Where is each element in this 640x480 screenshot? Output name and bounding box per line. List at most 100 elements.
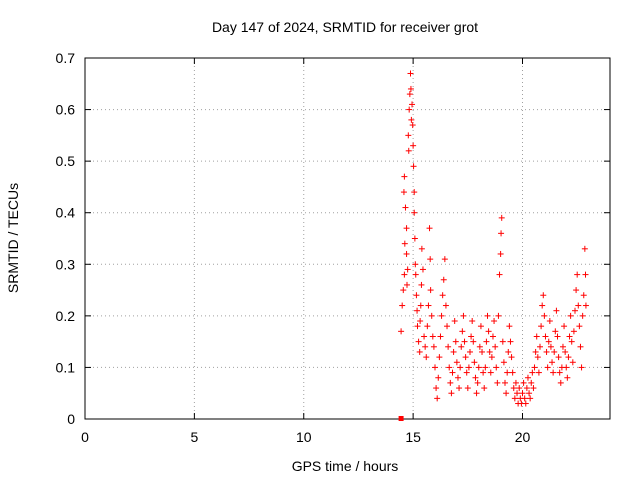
data-point xyxy=(554,333,561,340)
data-point xyxy=(406,106,413,113)
data-point xyxy=(498,230,505,237)
data-point xyxy=(436,354,443,361)
data-point xyxy=(580,292,587,299)
data-point xyxy=(511,395,518,402)
data-point xyxy=(442,302,449,309)
data-point xyxy=(489,333,496,340)
data-point xyxy=(544,364,551,371)
data-point xyxy=(537,343,543,350)
data-point xyxy=(417,302,424,309)
data-point xyxy=(531,364,538,371)
data-point xyxy=(422,343,429,350)
data-point xyxy=(497,250,504,257)
y-tick-label: 0.5 xyxy=(56,153,76,169)
data-point xyxy=(562,348,569,355)
data-point xyxy=(488,354,495,361)
data-point xyxy=(526,390,533,397)
data-point xyxy=(476,343,483,350)
data-point xyxy=(480,369,487,376)
data-point xyxy=(543,348,550,355)
data-point xyxy=(409,122,416,129)
data-point xyxy=(491,318,498,325)
data-point-square xyxy=(398,416,404,421)
data-point xyxy=(421,333,428,340)
data-point xyxy=(577,343,584,350)
data-point xyxy=(407,85,414,92)
data-point xyxy=(499,338,506,345)
x-tick-label: 0 xyxy=(81,429,89,445)
data-point xyxy=(534,354,541,361)
data-point xyxy=(529,369,536,376)
data-point xyxy=(469,318,476,325)
data-point xyxy=(533,333,540,340)
data-point xyxy=(581,245,588,252)
data-point xyxy=(559,343,566,350)
data-point xyxy=(477,323,484,330)
data-point xyxy=(566,333,573,340)
data-point xyxy=(454,374,461,381)
data-point xyxy=(405,147,412,154)
data-point xyxy=(540,292,547,299)
data-point xyxy=(582,271,589,278)
data-point xyxy=(528,379,535,386)
data-point xyxy=(453,359,460,366)
data-point xyxy=(451,318,458,325)
data-point xyxy=(561,323,568,330)
data-point xyxy=(482,364,489,371)
data-point xyxy=(452,338,459,345)
data-point xyxy=(418,245,425,252)
data-points xyxy=(398,70,589,421)
data-point xyxy=(538,323,545,330)
x-tick-label: 20 xyxy=(515,429,531,445)
x-tick-labels: 0 5 10 15 20 xyxy=(81,429,530,445)
data-point xyxy=(541,312,548,319)
x-tick-label: 10 xyxy=(296,429,312,445)
data-point xyxy=(423,354,430,361)
data-point xyxy=(474,379,481,386)
data-point xyxy=(557,379,564,386)
data-point xyxy=(441,256,448,263)
data-point xyxy=(549,359,556,366)
data-point xyxy=(468,333,475,340)
data-point xyxy=(401,271,408,278)
data-point xyxy=(472,374,479,381)
data-point xyxy=(567,312,574,319)
data-point xyxy=(481,385,488,392)
data-point xyxy=(496,271,503,278)
chart-title: Day 147 of 2024, SRMTID for receiver gro… xyxy=(212,19,478,35)
data-point xyxy=(424,323,431,330)
data-point xyxy=(493,364,500,371)
data-point xyxy=(400,189,407,196)
data-point xyxy=(456,385,463,392)
data-point xyxy=(425,302,432,309)
data-point xyxy=(523,385,530,392)
data-point xyxy=(582,302,589,309)
y-tick-label: 0.2 xyxy=(56,308,76,324)
data-point xyxy=(519,390,526,397)
data-point xyxy=(444,323,451,330)
data-point xyxy=(445,343,452,350)
data-point xyxy=(578,364,585,371)
data-point xyxy=(433,385,440,392)
data-point xyxy=(403,225,410,232)
data-point xyxy=(404,266,411,273)
data-point xyxy=(447,379,454,386)
data-point xyxy=(414,323,421,330)
data-point xyxy=(473,390,480,397)
data-point xyxy=(575,302,582,309)
data-point xyxy=(412,271,419,278)
data-point xyxy=(545,338,552,345)
data-point xyxy=(574,271,581,278)
data-point xyxy=(460,312,467,319)
data-point xyxy=(475,364,482,371)
x-tick-label: 5 xyxy=(190,429,198,445)
data-point xyxy=(516,385,523,392)
y-tick-label: 0.4 xyxy=(56,205,76,221)
data-point xyxy=(437,333,444,340)
data-point xyxy=(458,343,465,350)
y-tick-label: 0.1 xyxy=(56,359,76,375)
data-point xyxy=(546,318,553,325)
data-point xyxy=(428,312,435,319)
data-point xyxy=(573,287,580,294)
